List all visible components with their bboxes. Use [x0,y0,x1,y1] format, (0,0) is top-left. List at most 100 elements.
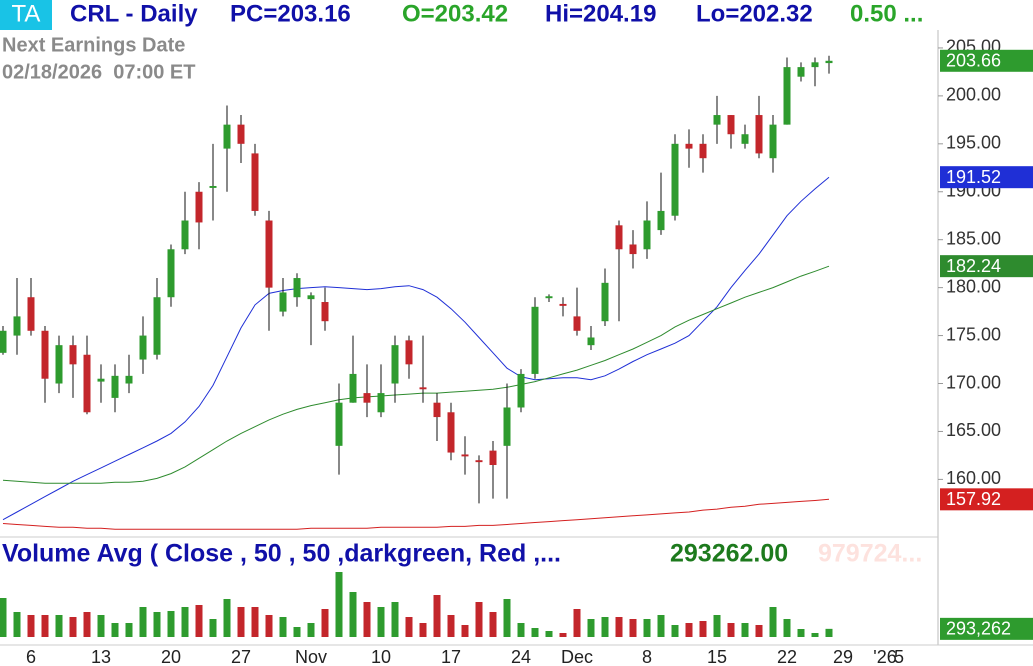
candle-body [615,225,623,250]
candle-body [419,387,427,390]
candle-body [559,303,567,306]
volume-bar [573,609,581,637]
last-value-box [940,255,1033,278]
volume-bar [265,615,273,637]
volume-bar [377,607,385,637]
y-tick-label: 195.00 [946,133,1001,153]
candle-body [755,115,763,154]
x-tick-label: 24 [511,647,531,666]
candle-body [55,345,63,384]
candle-body [671,143,679,216]
candle-body [307,295,315,300]
last-value-label: 203.66 [946,51,1001,71]
candle-body [713,115,721,125]
volume-bar [405,617,413,637]
x-tick-label: 5 [894,647,904,666]
candle-body [237,124,245,144]
candle-body [489,450,497,466]
volume-bar [13,612,21,637]
volume-bar [657,615,665,637]
y-tick-label: 200.00 [946,85,1001,105]
candle-body [531,306,539,374]
candle-body [83,354,91,413]
candle-body [447,412,455,453]
y-tick-label: 175.00 [946,324,1001,344]
last-value-box [940,49,1033,72]
candle-body [573,316,581,331]
candle-body [69,345,77,365]
volume-bar [307,623,315,637]
candle-body [377,393,385,413]
candle-body [363,393,371,403]
candle-body [195,191,203,223]
moving-average [2,265,830,484]
volume-bar [279,617,287,637]
candle-body [825,60,833,64]
volume-bar [727,623,735,637]
candle-body [181,220,189,250]
volume-bar [503,599,511,637]
volume-bar [97,615,105,637]
x-tick-label: 15 [707,647,727,666]
volume-bar [419,623,427,637]
volume-bar [629,619,637,637]
candle-body [153,297,161,355]
volume-bar [615,617,623,637]
candle-body [97,378,105,382]
candle-body [335,402,343,446]
candle-body [797,67,805,77]
volume-value: 293262.00 [670,540,788,568]
volume-bar [713,615,721,637]
volume-bar [797,629,805,637]
volume-bar [391,602,399,637]
x-tick-label: 13 [91,647,111,666]
candle-body [699,143,707,159]
volume-bar [27,615,35,637]
x-tick-label: Dec [561,647,593,666]
change: 0.50 ... [850,0,923,27]
y-tick-label: 170.00 [946,372,1001,392]
candle-body [405,340,413,365]
x-tick-label: 17 [441,647,461,666]
candle-body [139,335,147,360]
earnings-label: Next Earnings Date [2,34,185,56]
prev-close: PC=203.16 [230,0,351,27]
volume-bar [699,621,707,637]
x-tick-label: 20 [161,647,181,666]
volume-title: Volume Avg ( Close , 50 , 50 ,darkgreen,… [2,540,561,568]
volume-bar [181,607,189,637]
last-value-label: 191.52 [946,167,1001,187]
last-value-label: 157.92 [946,489,1001,509]
volume-bar [349,592,357,637]
high: Hi=204.19 [545,0,656,27]
candle-body [0,330,7,353]
y-tick-label: 165.00 [946,420,1001,440]
y-tick-label: 185.00 [946,228,1001,248]
x-tick-label: 10 [371,647,391,666]
candle-body [545,296,553,299]
candle-body [293,278,301,298]
volume-bar [741,623,749,637]
volume-bar [335,572,343,637]
x-tick-label: 22 [777,647,797,666]
candle-body [265,220,273,288]
moving-average [2,498,830,530]
candle-body [111,375,119,398]
volume-bar [293,627,301,637]
volume-bar [643,619,651,637]
candle-body [503,407,511,446]
volume-bar [139,607,147,637]
volume-bar [363,602,371,637]
candle-body [349,373,357,403]
volume-bar [587,619,595,637]
candle-body [461,454,469,457]
volume-bar [433,595,441,637]
volume-bar [41,615,49,637]
volume-bar [209,619,217,637]
candle-body [783,67,791,125]
candle-body [279,292,287,312]
volume-bar [447,615,455,637]
candle-body [209,186,217,188]
last-value-box [940,617,1033,640]
